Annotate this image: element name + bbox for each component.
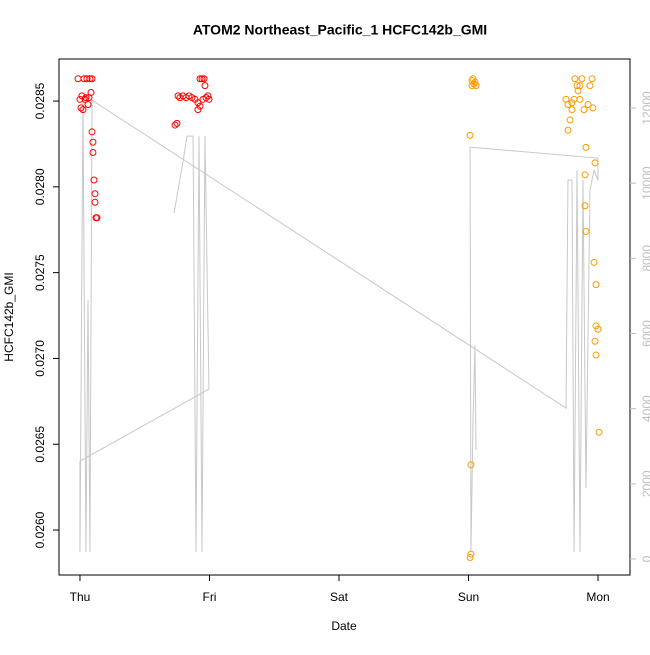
- data-point: [590, 258, 598, 266]
- altitude-line: [79, 99, 599, 553]
- data-point: [588, 75, 596, 83]
- data-point: [90, 176, 98, 184]
- y2-tick-label: 6000: [640, 320, 650, 347]
- y2-tick-label: 12000: [640, 91, 650, 125]
- data-point: [83, 75, 91, 83]
- x-tick-label: Sun: [458, 590, 479, 604]
- y-tick-label: 0.0260: [33, 511, 47, 548]
- data-point: [200, 75, 208, 83]
- data-point: [88, 128, 96, 136]
- data-point: [581, 202, 589, 210]
- data-point: [84, 100, 92, 108]
- data-point: [571, 75, 579, 83]
- data-point: [584, 100, 592, 108]
- data-point: [578, 75, 586, 83]
- data-point: [592, 322, 600, 330]
- data-point: [196, 75, 204, 83]
- data-point: [171, 121, 179, 129]
- data-point: [570, 95, 578, 103]
- data-point: [194, 99, 202, 107]
- data-point: [77, 104, 85, 112]
- y2-tick-label: 4000: [640, 395, 650, 422]
- data-point: [568, 106, 576, 114]
- data-point: [174, 92, 182, 100]
- y2-tick-label: 2000: [640, 470, 650, 497]
- y2-tick-label: 8000: [640, 245, 650, 272]
- data-point: [566, 116, 574, 124]
- y2-tick-label: 0: [640, 555, 650, 562]
- data-point: [469, 75, 477, 83]
- data-point: [173, 119, 181, 127]
- data-point: [196, 102, 204, 110]
- data-point: [573, 82, 581, 90]
- data-point: [589, 104, 597, 112]
- data-point: [582, 227, 590, 235]
- data-point: [581, 171, 589, 179]
- data-point: [591, 159, 599, 167]
- x-tick-label: Thu: [70, 590, 91, 604]
- data-point: [592, 281, 600, 289]
- data-point: [74, 75, 82, 83]
- data-point: [564, 126, 572, 134]
- data-point: [89, 149, 97, 157]
- y-tick-label: 0.0265: [33, 426, 47, 463]
- data-point: [568, 99, 576, 107]
- x-tick-label: Fri: [202, 590, 216, 604]
- data-point: [204, 92, 212, 100]
- data-point: [82, 94, 90, 102]
- data-point: [93, 214, 101, 222]
- y2-tick-label: 10000: [640, 166, 650, 200]
- data-point: [88, 75, 96, 83]
- data-point: [466, 553, 474, 561]
- data-point: [580, 106, 588, 114]
- data-point: [86, 75, 94, 83]
- data-point: [205, 95, 213, 103]
- chart-title: ATOM2 Northeast_Pacific_1 HCFC142b_GMI: [193, 22, 487, 38]
- data-point: [467, 461, 475, 469]
- data-point: [85, 94, 93, 102]
- x-tick-label: Sat: [330, 590, 349, 604]
- data-point: [198, 75, 206, 83]
- x-axis-label: Date: [331, 619, 357, 633]
- data-point: [595, 428, 603, 436]
- y-axis-label: HCFC142b_GMI: [2, 272, 16, 361]
- data-point: [576, 82, 584, 90]
- data-point: [466, 131, 474, 139]
- data-point: [194, 106, 202, 114]
- data-point: [564, 100, 572, 108]
- data-point: [470, 80, 478, 88]
- data-point: [201, 82, 209, 90]
- data-point: [468, 82, 476, 90]
- y-tick-label: 0.0285: [33, 82, 47, 119]
- data-point: [592, 351, 600, 359]
- data-point: [586, 82, 594, 90]
- y-tick-label: 0.0275: [33, 254, 47, 291]
- plot-frame: [58, 58, 631, 576]
- data-point: [89, 138, 97, 146]
- data-point: [582, 143, 590, 151]
- data-point: [91, 198, 99, 206]
- data-point: [467, 550, 475, 558]
- y-tick-label: 0.0270: [33, 340, 47, 377]
- data-point: [591, 337, 599, 345]
- data-point: [594, 325, 602, 333]
- data-point: [91, 190, 99, 198]
- data-point: [79, 106, 87, 114]
- data-point: [576, 95, 584, 103]
- data-point: [472, 82, 480, 90]
- x-tick-label: Mon: [586, 590, 609, 604]
- y-tick-label: 0.0280: [33, 168, 47, 205]
